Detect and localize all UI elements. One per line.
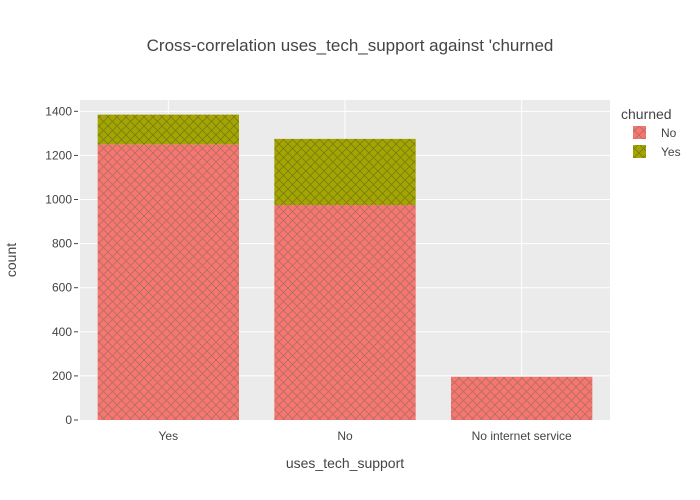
y-tick-label: 800 xyxy=(52,237,72,251)
y-tick-label: 0 xyxy=(65,413,72,427)
bar-yes xyxy=(97,114,240,145)
x-tick-label: No internet service xyxy=(472,429,572,443)
x-axis: Yes No No internet service xyxy=(159,429,572,443)
x-tick-label: No xyxy=(337,429,353,443)
legend: churned No Yes xyxy=(621,106,681,159)
y-tick-label: 400 xyxy=(52,325,72,339)
bar-no xyxy=(274,205,416,420)
y-axis-title: count xyxy=(3,243,19,277)
legend-title: churned xyxy=(621,106,672,122)
y-tick-label: 600 xyxy=(52,281,72,295)
legend-label: No xyxy=(661,126,677,140)
y-axis: 0 200 400 600 800 1000 1200 1400 xyxy=(45,104,78,427)
y-tick-label: 200 xyxy=(52,369,72,383)
x-tick-label: Yes xyxy=(159,429,179,443)
bars xyxy=(97,114,593,420)
y-tick-label: 1000 xyxy=(45,193,72,207)
legend-label: Yes xyxy=(661,145,681,159)
bar-no xyxy=(97,144,240,420)
legend-swatch xyxy=(633,126,646,139)
legend-swatch xyxy=(633,145,646,158)
y-tick-label: 1400 xyxy=(45,104,72,118)
chart-title: Cross-correlation uses_tech_support agai… xyxy=(147,36,554,55)
y-tick-label: 1200 xyxy=(45,148,72,162)
bar-no xyxy=(451,376,593,420)
x-axis-title: uses_tech_support xyxy=(286,455,404,471)
bar-yes xyxy=(274,138,416,206)
